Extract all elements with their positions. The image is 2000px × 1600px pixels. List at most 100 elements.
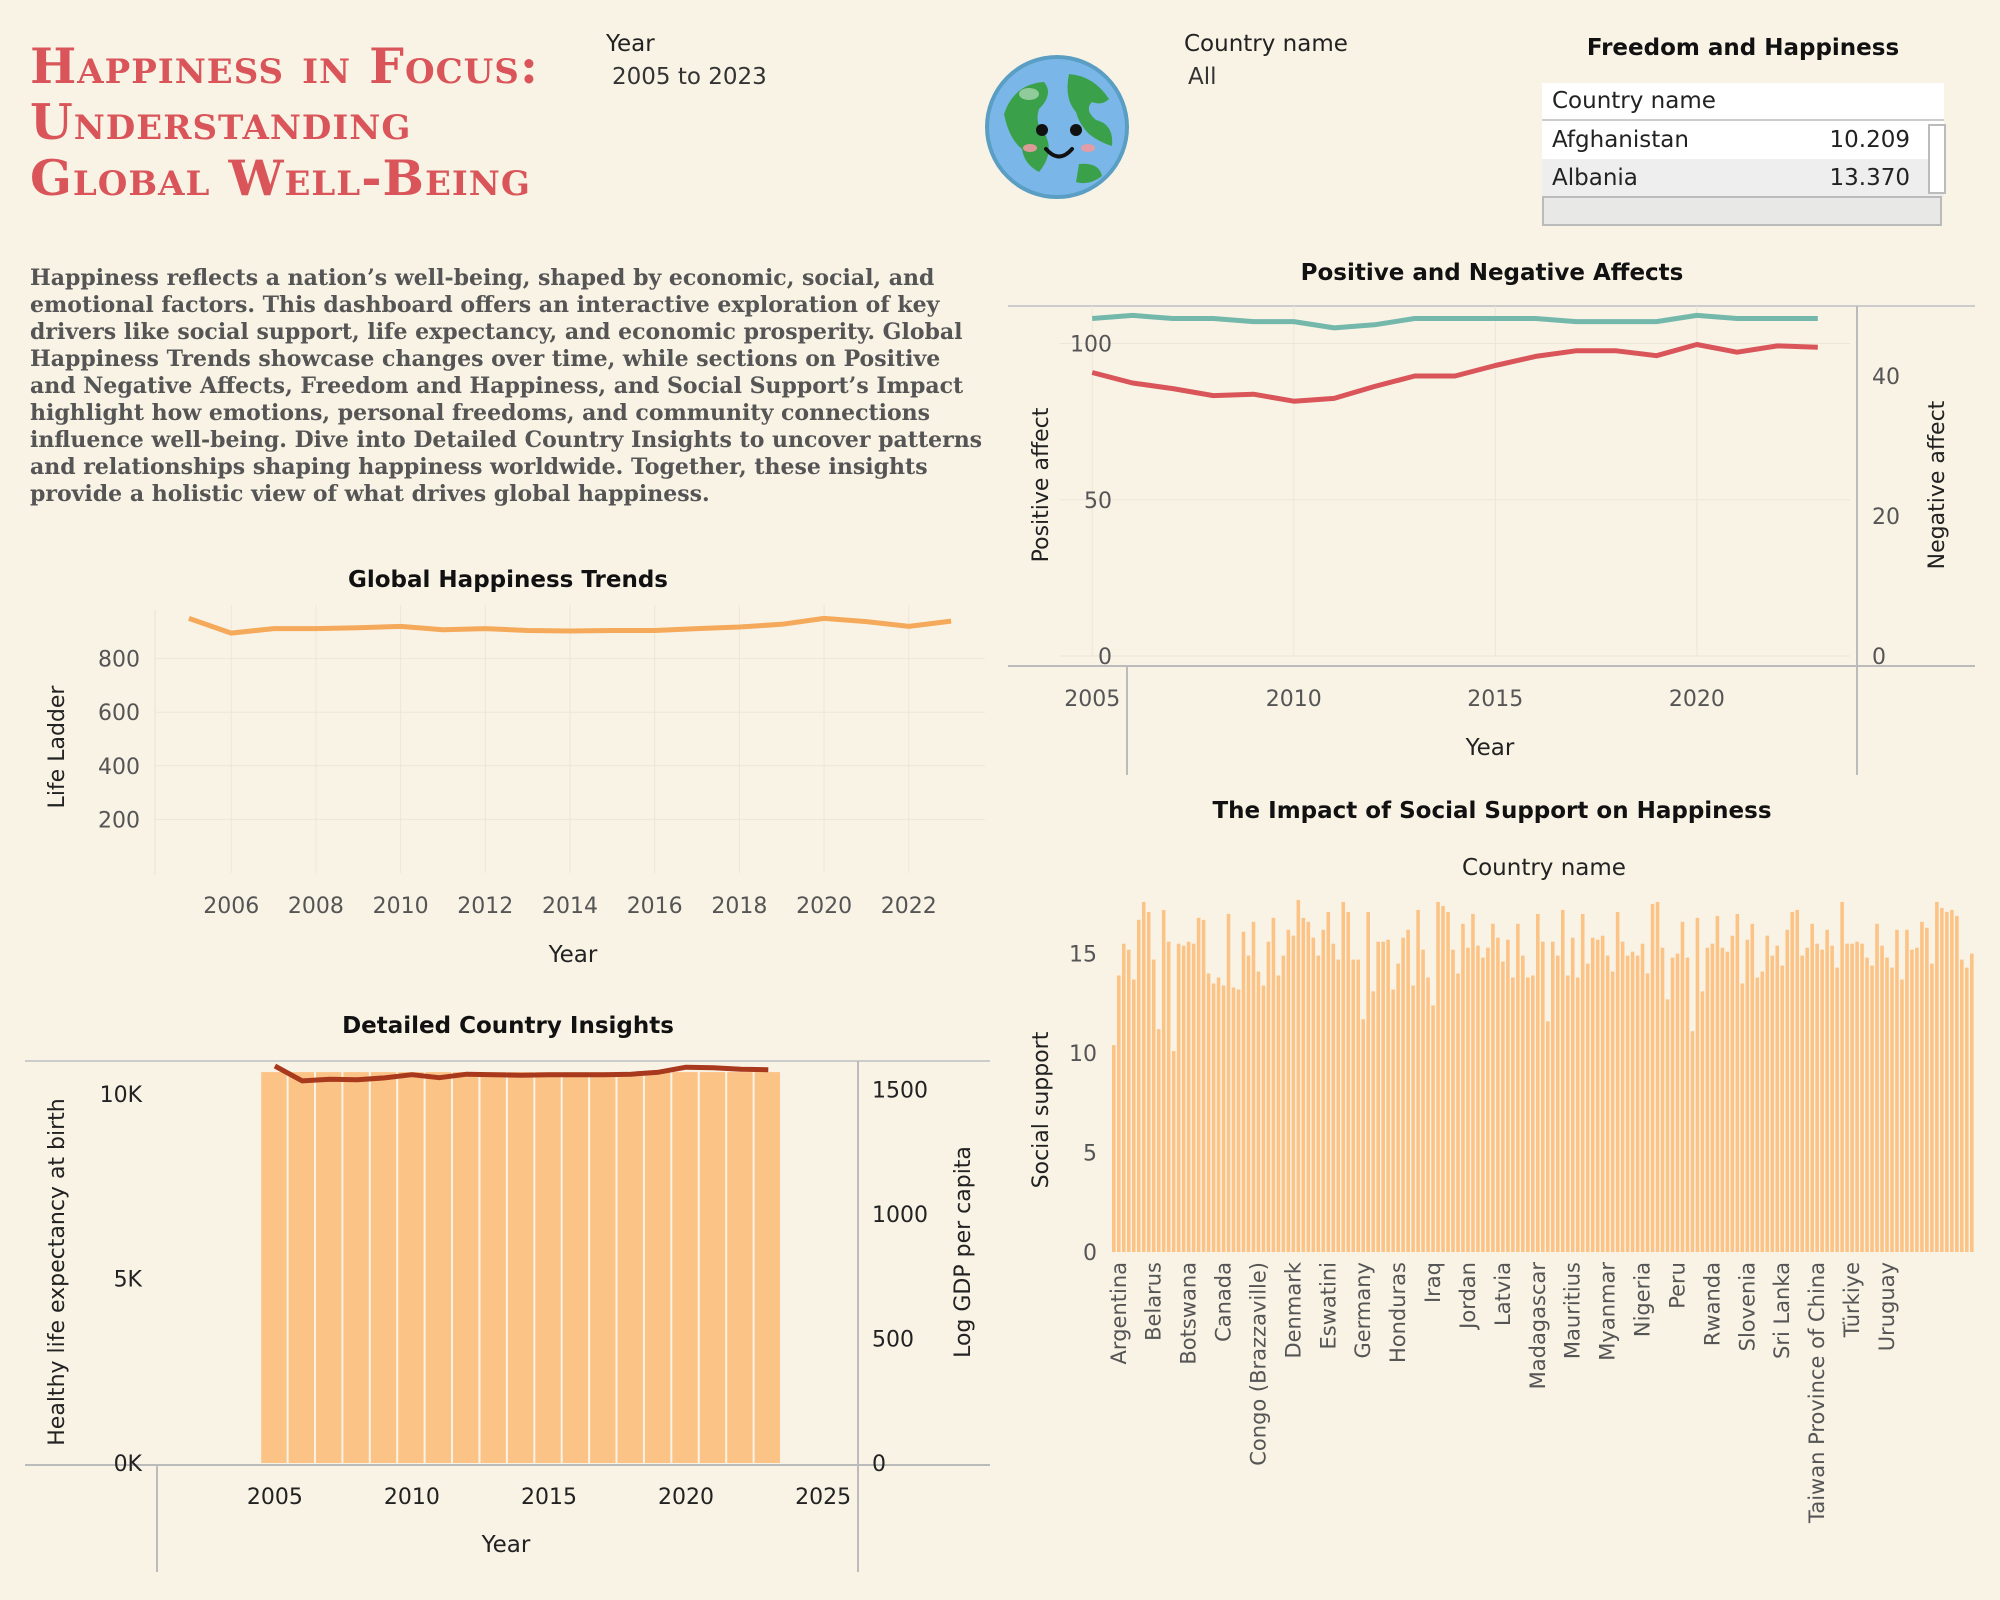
social-support-bar[interactable]	[1785, 929, 1790, 1252]
social-support-bar[interactable]	[1680, 921, 1685, 1252]
social-support-bar[interactable]	[1920, 921, 1924, 1252]
social-support-bar[interactable]	[1246, 955, 1251, 1252]
social-support-bar[interactable]	[1526, 977, 1530, 1253]
social-support-bar[interactable]	[1740, 983, 1745, 1253]
social-support-bar[interactable]	[1411, 985, 1415, 1253]
social-support-bar[interactable]	[1136, 919, 1141, 1252]
social-support-bar[interactable]	[1900, 979, 1904, 1253]
social-support-bar[interactable]	[1955, 915, 1959, 1252]
social-support-bar[interactable]	[1585, 963, 1590, 1252]
social-support-bar[interactable]	[1376, 941, 1380, 1252]
social-support-bar[interactable]	[1316, 955, 1321, 1252]
social-support-bar[interactable]	[1331, 943, 1336, 1252]
social-support-bar[interactable]	[1775, 945, 1780, 1252]
social-support-bar[interactable]	[1760, 971, 1765, 1253]
social-support-bar[interactable]	[1156, 1029, 1161, 1252]
bar-2014[interactable]	[507, 1072, 534, 1463]
social-support-bar[interactable]	[1660, 947, 1665, 1252]
bar-2005[interactable]	[261, 1072, 287, 1463]
social-support-bar[interactable]	[1570, 937, 1575, 1252]
social-support-bar[interactable]	[1201, 919, 1206, 1252]
social-support-bar[interactable]	[1790, 911, 1795, 1252]
bar-2010[interactable]	[398, 1072, 424, 1463]
social-support-bar[interactable]	[1860, 943, 1864, 1252]
social-support-bar[interactable]	[1186, 941, 1191, 1252]
social-support-bar[interactable]	[1181, 945, 1186, 1252]
social-support-bar[interactable]	[1112, 1045, 1116, 1252]
social-support-bar[interactable]	[1341, 901, 1346, 1252]
social-support-bar[interactable]	[1820, 949, 1824, 1252]
social-support-bar[interactable]	[1441, 905, 1445, 1252]
social-support-bar[interactable]	[1146, 911, 1151, 1252]
social-support-bar[interactable]	[1685, 957, 1690, 1252]
social-support-bar[interactable]	[1116, 975, 1121, 1253]
social-support-bar[interactable]	[1800, 955, 1804, 1252]
social-support-bar[interactable]	[1541, 941, 1545, 1252]
social-support-bar[interactable]	[1910, 949, 1914, 1252]
social-support-bar[interactable]	[1516, 923, 1520, 1252]
social-support-bar[interactable]	[1396, 963, 1400, 1252]
social-support-bar[interactable]	[1301, 917, 1306, 1252]
social-support-bar[interactable]	[1630, 951, 1635, 1252]
life-ladder-line[interactable]	[188, 615, 952, 636]
horizontal-scrollbar[interactable]	[1542, 196, 1942, 226]
social-support-bar[interactable]	[1131, 979, 1136, 1253]
social-support-bar[interactable]	[1905, 929, 1909, 1252]
social-support-bar[interactable]	[1191, 943, 1196, 1252]
social-support-bar[interactable]	[1925, 927, 1929, 1252]
social-support-bar[interactable]	[1560, 909, 1565, 1252]
social-support-bar[interactable]	[1296, 899, 1301, 1252]
social-support-bar[interactable]	[1511, 977, 1515, 1253]
social-support-bar[interactable]	[1166, 941, 1171, 1252]
social-support-bar[interactable]	[1825, 929, 1829, 1252]
social-support-bar[interactable]	[1386, 939, 1390, 1252]
bar-2019[interactable]	[644, 1072, 671, 1463]
social-support-bar[interactable]	[1416, 909, 1420, 1252]
social-support-bar[interactable]	[1336, 959, 1341, 1252]
social-support-bar[interactable]	[1306, 921, 1311, 1252]
social-support-bar[interactable]	[1890, 967, 1894, 1252]
social-support-bar[interactable]	[1216, 977, 1221, 1253]
social-support-bar[interactable]	[1810, 923, 1814, 1252]
positive-affect-line[interactable]	[1092, 312, 1818, 331]
social-support-bar[interactable]	[1141, 901, 1146, 1252]
social-support-bar[interactable]	[1221, 985, 1226, 1253]
social-support-bar[interactable]	[1970, 953, 1974, 1252]
social-support-bar[interactable]	[1895, 929, 1899, 1252]
social-support-bar[interactable]	[1196, 917, 1201, 1252]
social-support-bar[interactable]	[1880, 945, 1884, 1252]
social-support-bar[interactable]	[1241, 931, 1246, 1252]
social-support-bar[interactable]	[1835, 967, 1839, 1252]
social-support-bar[interactable]	[1930, 963, 1934, 1252]
social-support-bar[interactable]	[1650, 903, 1655, 1252]
social-support-bar[interactable]	[1371, 991, 1375, 1252]
social-support-bar[interactable]	[1840, 901, 1844, 1252]
bar-2009[interactable]	[370, 1072, 397, 1463]
social-support-bar[interactable]	[1431, 1005, 1435, 1252]
table-row[interactable]: Albania 13.370	[1542, 159, 1944, 197]
bar-2021[interactable]	[699, 1072, 726, 1463]
social-support-bar[interactable]	[1945, 911, 1949, 1252]
country-filter-value[interactable]: All	[1188, 64, 1217, 90]
social-support-bar[interactable]	[1670, 957, 1675, 1252]
social-support-bar[interactable]	[1401, 937, 1405, 1252]
social-support-bar[interactable]	[1176, 943, 1181, 1252]
freedom-table-header[interactable]: Country name	[1542, 83, 1944, 121]
social-support-bar[interactable]	[1366, 911, 1370, 1252]
social-support-bar[interactable]	[1206, 973, 1211, 1253]
social-support-bar[interactable]	[1406, 929, 1410, 1252]
bar-2020[interactable]	[672, 1072, 698, 1463]
year-filter-value[interactable]: 2005 to 2023	[612, 64, 767, 90]
table-row[interactable]: Afghanistan 10.209	[1542, 121, 1944, 159]
social-support-bar[interactable]	[1466, 947, 1470, 1252]
social-support-bar[interactable]	[1276, 975, 1281, 1253]
social-support-bar[interactable]	[1870, 965, 1874, 1252]
social-support-bar[interactable]	[1151, 959, 1156, 1252]
social-support-bar[interactable]	[1126, 949, 1131, 1252]
bar-2006[interactable]	[288, 1072, 314, 1463]
social-support-bar[interactable]	[1231, 987, 1236, 1253]
social-support-bar[interactable]	[1805, 947, 1809, 1252]
social-support-bar[interactable]	[1256, 971, 1261, 1253]
bar-2015[interactable]	[535, 1072, 561, 1463]
social-support-bar[interactable]	[1950, 909, 1954, 1252]
